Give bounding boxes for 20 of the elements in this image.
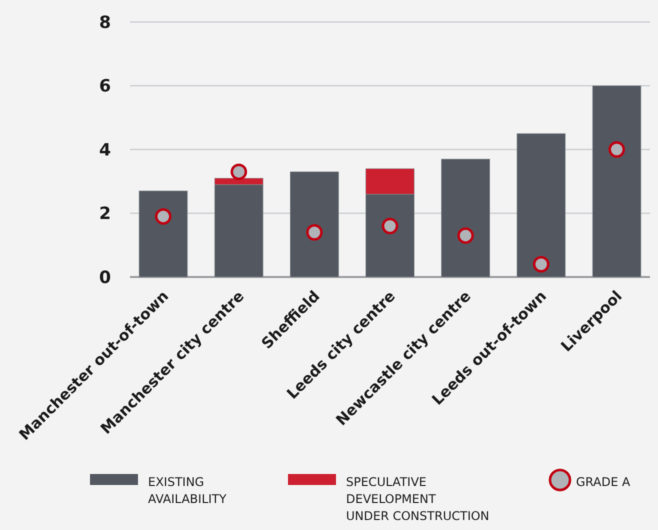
point	[457, 227, 474, 244]
bar	[516, 133, 566, 278]
point	[306, 224, 323, 241]
point	[382, 218, 398, 234]
y-tick-label: 2	[99, 204, 111, 224]
y-tick-label: 8	[99, 12, 111, 33]
point	[532, 256, 550, 272]
y-tick-label: 6	[99, 76, 111, 97]
point	[230, 164, 248, 180]
y-tick-label: 0	[99, 268, 112, 288]
bar	[138, 190, 188, 278]
y-tick-label: 4	[99, 140, 112, 160]
bar	[290, 172, 339, 278]
point	[155, 208, 172, 225]
bar	[441, 158, 490, 278]
point	[608, 141, 625, 158]
legend-label: SPECULATIVE DEVELOPMENT UNDER CONSTRUCTION	[346, 475, 490, 523]
legend-label: GRADE A	[576, 475, 631, 489]
legend-label: EXISTING AVAILABILITY	[148, 475, 228, 506]
bar	[592, 86, 642, 278]
